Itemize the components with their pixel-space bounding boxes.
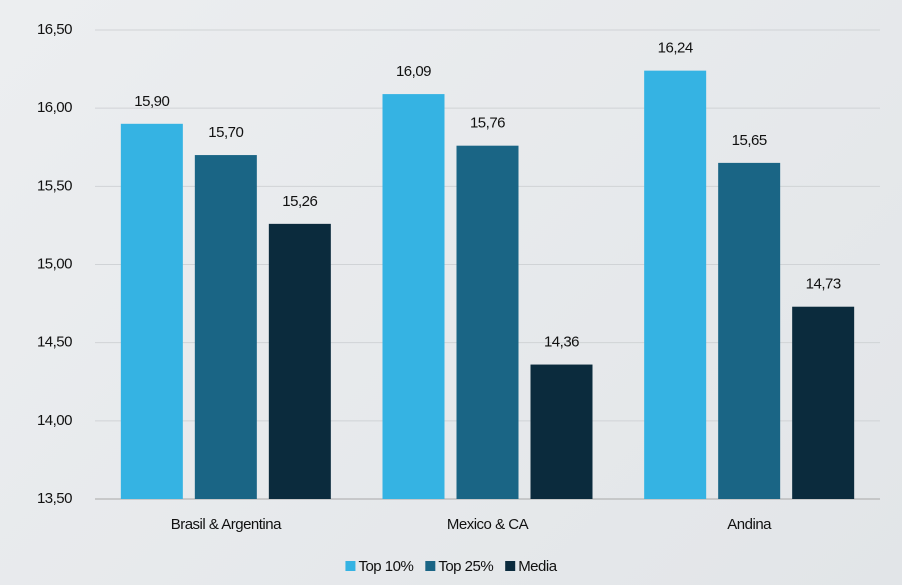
x-tick-label: Andina xyxy=(727,516,772,533)
bar xyxy=(792,306,855,499)
y-tick-label: 14,50 xyxy=(37,334,72,351)
legend-swatch xyxy=(505,561,516,571)
data-label: 14,73 xyxy=(806,276,841,293)
data-label: 15,26 xyxy=(282,193,317,210)
legend-label: Top 25% xyxy=(438,558,493,575)
y-tick-label: 13,50 xyxy=(37,490,72,507)
data-label: 15,70 xyxy=(208,124,243,141)
data-label: 16,24 xyxy=(658,40,693,57)
legend-label: Top 10% xyxy=(358,558,413,575)
bar xyxy=(194,155,257,500)
data-label: 15,65 xyxy=(732,132,767,149)
data-label: 16,09 xyxy=(396,63,431,80)
data-label: 15,76 xyxy=(470,115,505,132)
bar xyxy=(644,70,707,499)
bar xyxy=(718,162,781,499)
y-tick-label: 16,00 xyxy=(37,99,72,116)
x-tick-label: Brasil & Argentina xyxy=(171,516,282,533)
y-tick-label: 15,50 xyxy=(37,177,72,194)
y-tick-label: 16,50 xyxy=(37,21,72,38)
y-tick-label: 14,00 xyxy=(37,412,72,429)
bar xyxy=(530,364,593,499)
data-label: 14,36 xyxy=(544,334,579,351)
bar xyxy=(456,145,519,500)
bar xyxy=(268,223,331,499)
data-label: 15,90 xyxy=(134,93,169,110)
legend-swatch xyxy=(345,561,356,571)
legend-label: Media xyxy=(518,558,558,575)
bar xyxy=(120,123,183,500)
bar xyxy=(382,94,445,499)
y-tick-label: 15,00 xyxy=(37,255,72,272)
x-tick-label: Mexico & CA xyxy=(447,516,529,533)
legend-swatch xyxy=(425,561,436,571)
